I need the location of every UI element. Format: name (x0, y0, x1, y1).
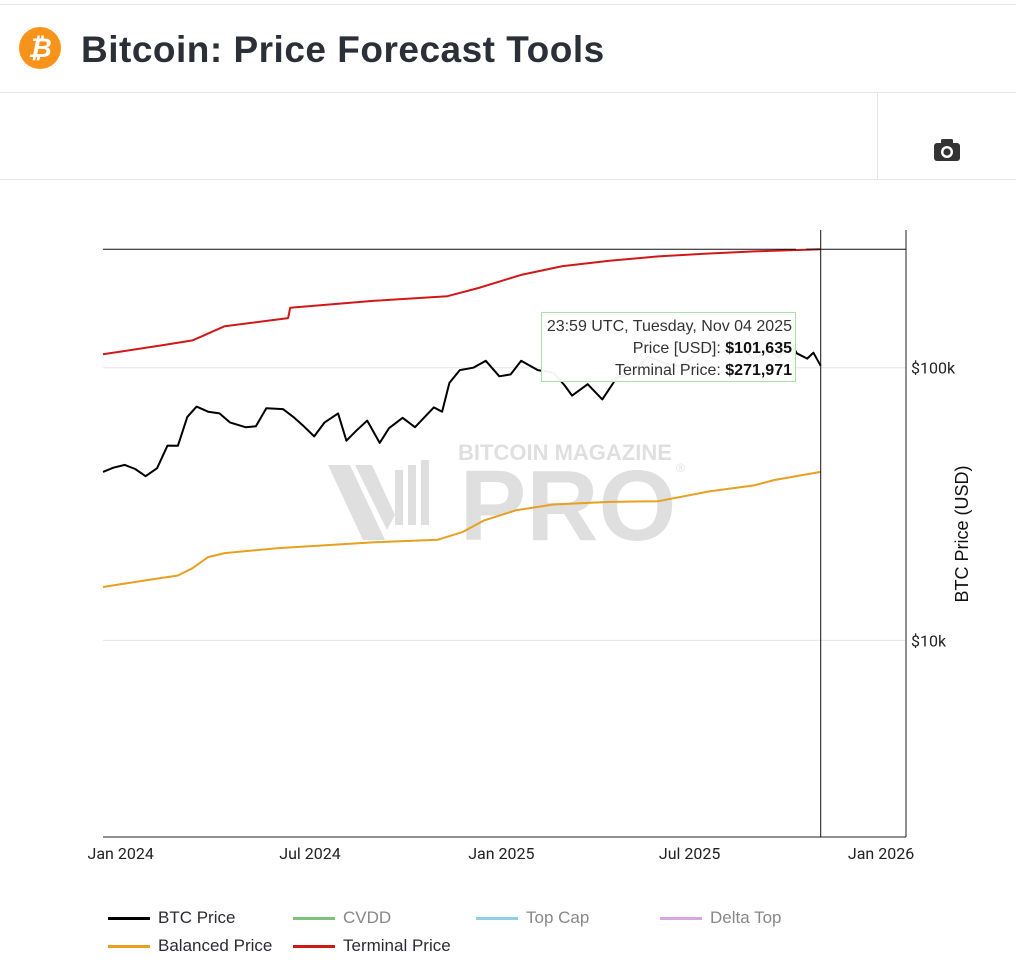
page-header: ₿ Bitcoin: Price Forecast Tools (0, 5, 1016, 93)
legend-swatch (108, 944, 150, 948)
terminal-price-line (102, 248, 821, 356)
legend-swatch (660, 916, 702, 920)
x-tick-label: Jan 2025 (468, 844, 534, 863)
camera-icon[interactable] (928, 133, 966, 165)
watermark-main: PRO (460, 450, 677, 562)
axes (103, 230, 907, 838)
tick-labels: Jan 2024 Jul 2024 Jan 2025 Jul 2025 Jan 2026… (88, 359, 956, 863)
legend-item-terminal-price[interactable]: Terminal Price (293, 936, 451, 956)
tooltip-price-label: Price [USD]: (632, 340, 721, 357)
hover-tooltip: 23:59 UTC, Tuesday, Nov 04 2025 Price [U… (541, 312, 796, 382)
tooltip-terminal-row: Terminal Price: $271,971 (542, 360, 792, 382)
bitcoin-logo-icon: ₿ (19, 27, 61, 69)
price-chart[interactable]: BITCOIN MAGAZINE PRO ® Jan 2024 Jul 2024 J… (0, 180, 1016, 970)
legend: BTC Price CVDD Top Cap Delta Top Balanced Pr… (108, 908, 968, 968)
tooltip-time: 23:59 UTC, Tuesday, Nov 04 2025 (546, 318, 792, 335)
y-tick-label: $10k (911, 631, 947, 650)
watermark-top: BITCOIN MAGAZINE (458, 440, 672, 465)
watermark-mark: ® (676, 461, 685, 475)
tooltip-terminal-value: $271,971 (725, 362, 792, 379)
x-tick-label: Jan 2026 (848, 844, 914, 863)
y-axis-title: BTC Price (USD) (952, 465, 972, 602)
legend-item-top-cap[interactable]: Top Cap (476, 908, 589, 928)
tooltip-price-value: $101,635 (725, 340, 792, 357)
y-tick-label: $100k (911, 359, 956, 378)
watermark-logo-icon (328, 460, 429, 540)
x-tick-label: Jan 2024 (88, 844, 154, 863)
legend-swatch (476, 916, 518, 920)
legend-item-balanced-price[interactable]: Balanced Price (108, 936, 272, 956)
legend-swatch (108, 916, 150, 920)
legend-label: CVDD (343, 908, 392, 927)
crosshair (103, 230, 906, 837)
legend-swatch (293, 916, 335, 920)
legend-item-btc-price[interactable]: BTC Price (108, 908, 235, 928)
tooltip-terminal-label: Terminal Price: (615, 362, 721, 379)
chart-toolbar (0, 93, 1016, 180)
legend-swatch (293, 944, 335, 948)
top-divider (0, 4, 1016, 5)
legend-label: BTC Price (158, 908, 236, 927)
legend-label: Delta Top (710, 908, 782, 927)
x-tick-label: Jul 2024 (279, 844, 340, 863)
chart-area: BITCOIN MAGAZINE PRO ® Jan 2024 Jul 2024 J… (0, 180, 1016, 970)
balanced-price-line (102, 470, 821, 588)
toolbar-divider (877, 93, 878, 179)
legend-label: Balanced Price (158, 936, 273, 955)
legend-label: Top Cap (526, 908, 590, 927)
legend-label: Terminal Price (343, 936, 451, 955)
x-tick-label: Jul 2025 (659, 844, 720, 863)
watermark: BITCOIN MAGAZINE PRO ® (328, 440, 685, 562)
page-title: Bitcoin: Price Forecast Tools (81, 29, 605, 70)
legend-item-delta-top[interactable]: Delta Top (660, 908, 782, 928)
tooltip-price-row: Price [USD]: $101,635 (542, 338, 792, 360)
legend-item-cvdd[interactable]: CVDD (293, 908, 391, 928)
